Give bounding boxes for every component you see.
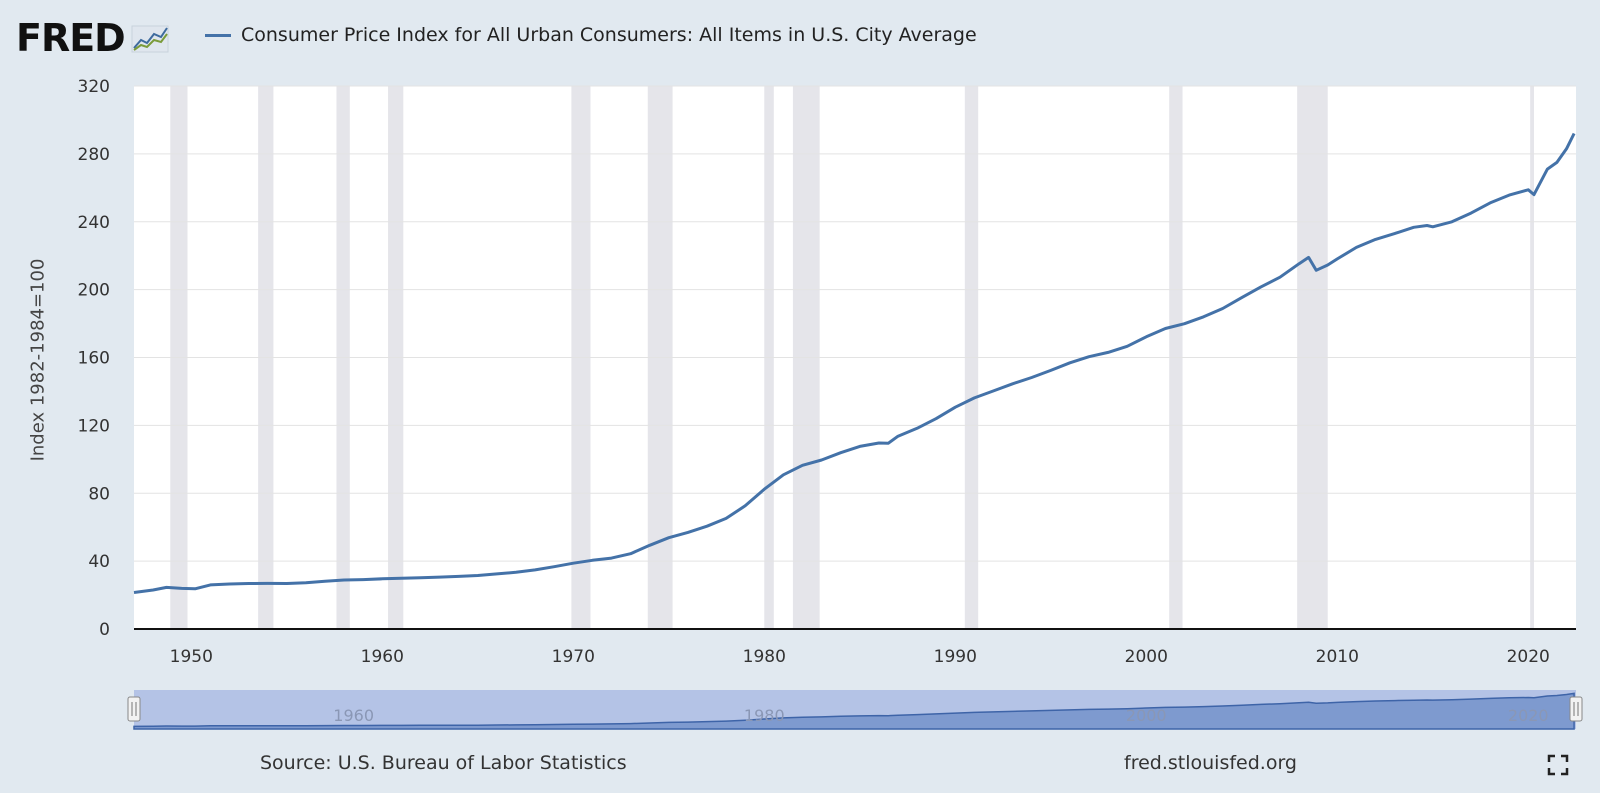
y-tick-label: 320 [78, 77, 110, 97]
logo-text: FRED [16, 16, 126, 60]
fred-line-graph-icon [131, 25, 169, 53]
x-tick-label: 1950 [170, 647, 213, 667]
y-axis-label-text: Index 1982-1984=100 [27, 258, 49, 462]
fred-logo[interactable]: FRED [16, 14, 169, 62]
navigator-tick-label: 1980 [744, 706, 785, 725]
y-tick-label: 0 [99, 620, 110, 640]
source-text: Source: U.S. Bureau of Labor Statistics [260, 752, 627, 774]
y-tick-label: 40 [88, 552, 110, 572]
y-tick-label: 80 [88, 484, 110, 504]
series-line [133, 132, 1576, 594]
y-tick-label: 160 [78, 349, 110, 369]
fullscreen-icon[interactable] [1547, 754, 1569, 776]
legend-label: Consumer Price Index for All Urban Consu… [241, 24, 977, 46]
y-tick-label: 120 [78, 416, 110, 436]
legend-swatch [205, 33, 231, 37]
y-tick-label: 200 [78, 281, 110, 301]
handle-body[interactable] [1569, 696, 1583, 722]
navigator-right-handle[interactable] [1569, 696, 1583, 722]
navigator-tick-label: 2000 [1126, 706, 1167, 725]
x-tick-label: 1960 [361, 647, 404, 667]
x-tick-label: 1970 [552, 647, 595, 667]
x-tick-label: 2020 [1507, 647, 1550, 667]
y-tick-label: 280 [78, 145, 110, 165]
navigator-left-handle[interactable] [127, 696, 141, 722]
site-link[interactable]: fred.stlouisfed.org [1124, 752, 1297, 774]
navigator-tick-label: 2020 [1508, 706, 1549, 725]
x-tick-label: 1990 [934, 647, 977, 667]
chart-header: FRED Consumer Price Index for All Urban … [0, 0, 1600, 80]
x-tick-label: 2000 [1125, 647, 1168, 667]
x-tick-label: 2010 [1316, 647, 1359, 667]
x-tick-label: 1980 [743, 647, 786, 667]
navigator-series [133, 692, 1575, 730]
y-tick-label: 240 [78, 213, 110, 233]
handle-body[interactable] [127, 696, 141, 722]
navigator-tick-label: 1960 [333, 706, 374, 725]
legend[interactable]: Consumer Price Index for All Urban Consu… [205, 24, 977, 46]
